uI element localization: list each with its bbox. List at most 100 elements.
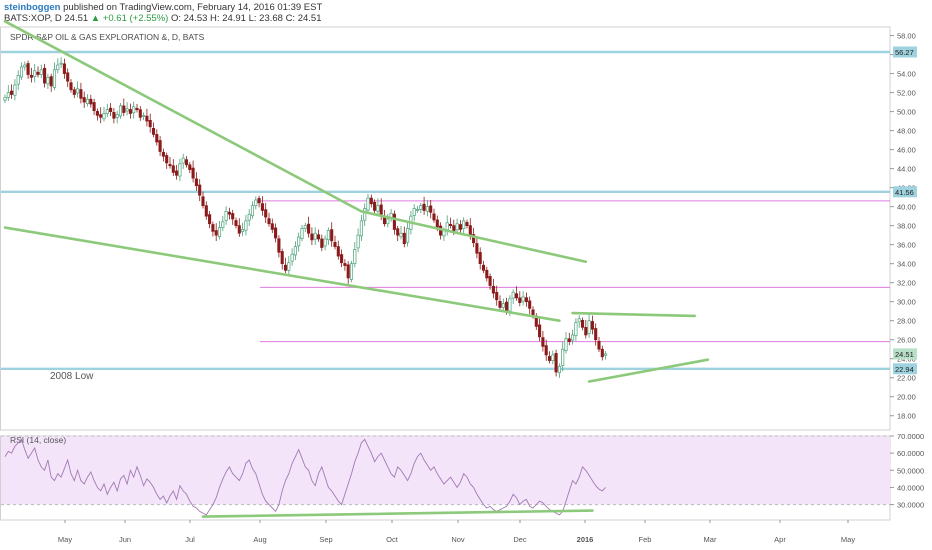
candle-body <box>458 224 462 230</box>
candle-body <box>56 64 60 71</box>
candle-body <box>184 159 189 166</box>
x-axis-label: Jun <box>119 535 131 544</box>
candle-body <box>165 155 169 164</box>
candle-body <box>36 71 40 75</box>
candle-body <box>425 206 429 212</box>
candle-body <box>333 242 337 247</box>
candle-body <box>208 214 212 225</box>
candle-body <box>92 102 96 111</box>
x-axis-label: Nov <box>451 535 465 544</box>
price-badge-label: 56.27 <box>895 48 914 57</box>
candle-body <box>155 134 159 143</box>
x-axis-label: May <box>58 535 72 544</box>
candle-body <box>448 223 453 226</box>
candle-body <box>567 338 571 342</box>
candle-body <box>498 300 502 308</box>
candle-body <box>254 199 258 207</box>
rsi-label: RSI (14, close) <box>10 435 66 445</box>
price-badge <box>893 46 917 58</box>
candle-body <box>564 338 568 352</box>
x-axis-label: Mar <box>704 535 717 544</box>
candle-body <box>386 218 390 225</box>
candle-body <box>175 170 179 176</box>
candle-body <box>158 140 162 152</box>
candle-body <box>26 63 30 75</box>
candle-body <box>135 108 139 111</box>
price-badge-label: 41.56 <box>895 188 914 197</box>
candle-body <box>79 89 83 99</box>
candle-body <box>99 114 103 118</box>
ohlc-values: O: 24.53 H: 24.91 L: 23.68 C: 24.51 <box>170 13 322 24</box>
candle-body <box>472 234 476 244</box>
trendline <box>571 311 697 318</box>
candle-body <box>290 253 294 262</box>
candle-body <box>62 63 66 74</box>
candle-body <box>455 223 459 231</box>
candle-body <box>300 228 304 239</box>
candle-body <box>373 201 377 211</box>
candle-body <box>366 197 370 211</box>
candle-body <box>168 164 172 167</box>
candle-body <box>122 105 126 113</box>
candle-body <box>485 269 489 279</box>
price-axis-label: 48.00 <box>897 127 916 136</box>
candle-body <box>307 223 311 234</box>
candle-body <box>247 213 251 221</box>
candle-body <box>445 222 449 230</box>
annotation-2008-low: 2008 Low <box>50 371 94 382</box>
price-axis-label: 38.00 <box>897 222 916 231</box>
candle-body <box>241 229 245 233</box>
price-axis-label: 20.00 <box>897 393 916 402</box>
rsi-line <box>4 438 606 516</box>
candle-body <box>198 184 202 196</box>
price-axis-label: 52.00 <box>897 89 916 98</box>
candle-body <box>52 69 57 88</box>
candle-body <box>66 72 70 82</box>
candle-body <box>369 197 373 205</box>
candle-body <box>511 291 515 299</box>
author-name[interactable]: steinboggen <box>4 2 61 13</box>
price-badge <box>893 186 917 198</box>
candle-body <box>340 254 344 264</box>
candle-body <box>597 340 601 350</box>
candle-body <box>505 301 509 311</box>
rsi-band <box>1 436 890 505</box>
last-price: 24.51 <box>64 13 89 24</box>
candle-body <box>19 66 24 78</box>
candle-body <box>478 252 482 265</box>
candle-body <box>191 167 195 179</box>
candle-body <box>551 354 555 361</box>
candle-body <box>29 74 33 78</box>
candle-body <box>594 328 598 341</box>
candle-body <box>363 208 367 221</box>
candle-body <box>145 115 149 122</box>
candle-body <box>349 263 354 280</box>
trendline <box>3 19 363 213</box>
candle-body <box>336 246 340 257</box>
rsi-axis-label: 70.0000 <box>897 432 924 441</box>
candle-body <box>580 319 585 328</box>
candle-body <box>528 300 532 309</box>
candle-body <box>138 109 142 118</box>
candle-body <box>43 67 47 84</box>
candle-body <box>10 90 14 95</box>
candle-body <box>346 264 350 279</box>
candle-body <box>3 96 7 101</box>
candle-body <box>244 220 248 231</box>
candle-body <box>514 293 519 299</box>
candle-body <box>46 77 50 85</box>
candle-body <box>541 337 545 347</box>
candle-body <box>257 198 261 204</box>
candle-body <box>270 223 274 230</box>
candle-body <box>214 230 218 236</box>
price-axis-label: 26.00 <box>897 336 916 345</box>
candle-body <box>303 225 307 229</box>
candle-body <box>23 64 27 68</box>
candle-body <box>102 113 106 120</box>
candle-body <box>204 205 208 217</box>
candle-body <box>561 348 565 366</box>
candle-body <box>353 249 357 265</box>
price-badge-label: 24.51 <box>895 350 914 359</box>
candle-body <box>412 208 416 216</box>
